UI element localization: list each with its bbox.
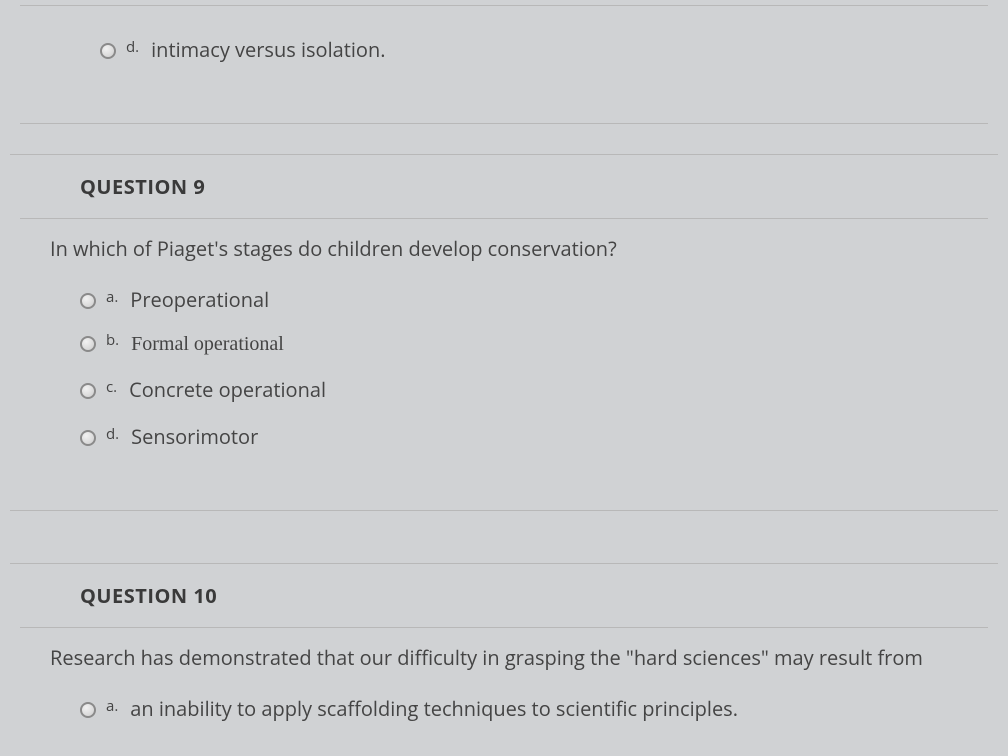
option-row[interactable]: d. intimacy versus isolation. [20, 6, 988, 73]
option-text: Formal operational [131, 333, 284, 356]
radio-icon[interactable] [80, 336, 96, 352]
option-letter: d. [106, 424, 119, 444]
radio-icon[interactable] [80, 383, 96, 399]
option-text: Preoperational [130, 286, 269, 313]
radio-icon[interactable] [80, 293, 96, 309]
option-row[interactable]: d. Sensorimotor [20, 413, 988, 460]
option-row[interactable]: a. Preoperational [20, 276, 988, 323]
option-text: Sensorimotor [131, 423, 258, 450]
option-row[interactable]: a. an inability to apply scaffolding tech… [20, 685, 988, 732]
option-letter: d. [126, 37, 139, 57]
question-header: QUESTION 9 [20, 155, 988, 218]
question-card-10: QUESTION 10 Research has demonstrated th… [10, 563, 998, 732]
option-row[interactable]: b. Formal operational [20, 323, 988, 366]
question-prompt: Research has demonstrated that our diffi… [20, 636, 988, 685]
option-row[interactable]: c. Concrete operational [20, 366, 988, 413]
option-letter: c. [106, 377, 117, 397]
option-text: an inability to apply scaffolding techni… [130, 695, 738, 722]
quiz-page: d. intimacy versus isolation. QUESTION 9… [0, 0, 1008, 732]
option-letter: a. [106, 287, 118, 307]
options-list: a. Preoperational b. Formal operational c. Co… [20, 276, 988, 460]
radio-icon[interactable] [100, 43, 116, 59]
question-card-9: QUESTION 9 In which of Piaget's stages d… [10, 154, 998, 511]
option-text: Concrete operational [129, 376, 326, 403]
options-list: a. an inability to apply scaffolding tech… [20, 685, 988, 732]
radio-icon[interactable] [80, 430, 96, 446]
radio-icon[interactable] [80, 702, 96, 718]
question-header: QUESTION 10 [20, 564, 988, 627]
option-letter: a. [106, 696, 118, 716]
question-prompt: In which of Piaget's stages do children … [20, 227, 988, 276]
option-letter: b. [106, 330, 119, 350]
option-text: intimacy versus isolation. [151, 36, 385, 63]
previous-question-tail: d. intimacy versus isolation. [10, 6, 998, 124]
